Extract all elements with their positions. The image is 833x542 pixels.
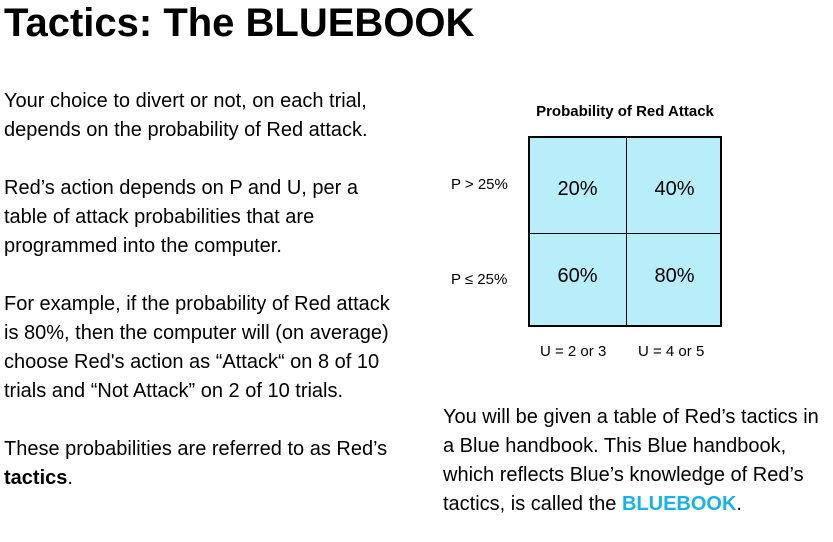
bluebook-term: BLUEBOOK [621,493,737,515]
probability-table: 20% 40% 60% 80% [528,136,722,327]
tactics-prefix: These probabilities are referred to as R… [4,438,388,460]
right-column: You will be given a table of Red’s tacti… [443,403,828,519]
table-title: Probability of Red Attack [536,103,714,120]
bluebook-suffix: . [736,493,742,515]
paragraph-tactics: These probabilities are referred to as R… [4,435,394,493]
paragraph-red-action: Red’s action depends on P and U, per a t… [4,177,358,257]
table-vertical-divider [626,138,627,325]
table-horizontal-divider [530,233,720,234]
left-column: Your choice to divert or not, on each tr… [4,87,394,493]
row-label-p-high: P > 25% [451,176,508,193]
col-label-u-low: U = 2 or 3 [540,343,607,360]
tactics-suffix: . [67,467,73,489]
bluebook-prefix: You will be given a table of Red’s tacti… [443,406,819,515]
slide-title: Tactics: The BLUEBOOK [4,1,475,45]
col-label-u-high: U = 4 or 5 [638,343,705,360]
table-cell: 40% [654,178,695,200]
table-cell: 20% [557,178,598,200]
paragraph-bluebook: You will be given a table of Red’s tacti… [443,403,828,519]
row-label-p-low: P ≤ 25% [451,271,508,288]
tactics-term: tactics [4,467,68,489]
paragraph-choice: Your choice to divert or not, on each tr… [4,90,368,141]
table-cell: 60% [557,265,598,287]
paragraph-example: For example, if the probability of Red a… [4,293,390,402]
table-cell: 80% [654,265,695,287]
